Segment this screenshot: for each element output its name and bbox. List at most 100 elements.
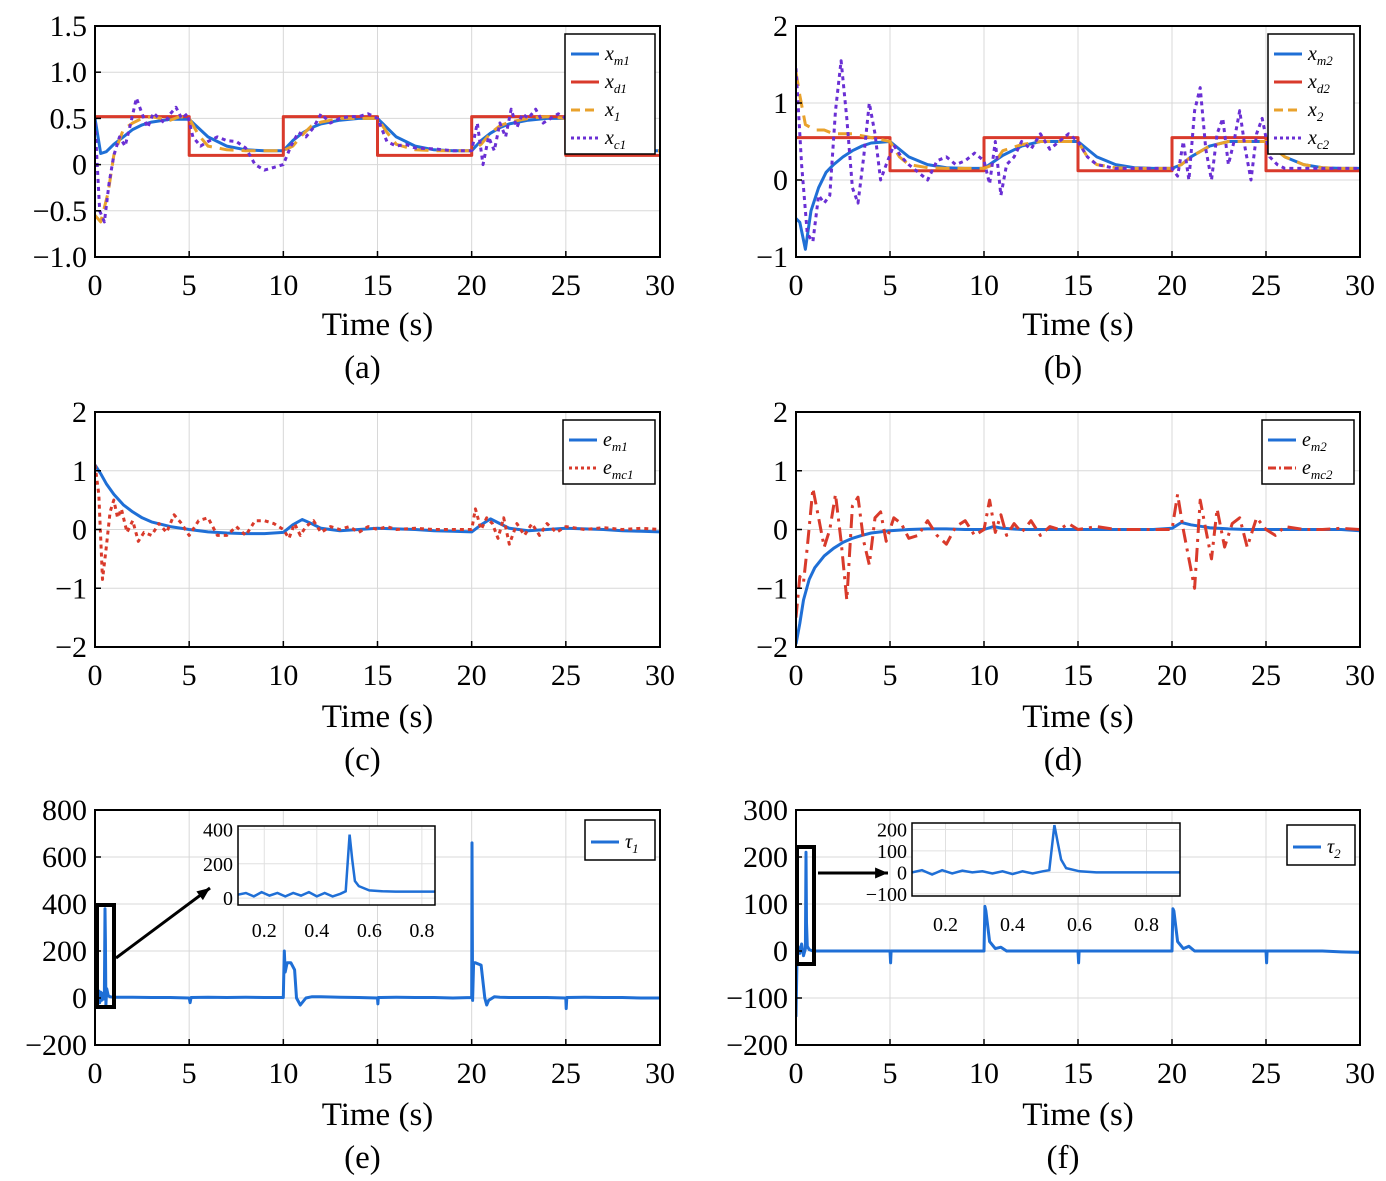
series-line-x_c2 [796, 59, 1360, 244]
x-tick-label: 0 [789, 1057, 804, 1090]
y-tick-label: 0 [773, 514, 788, 547]
y-tick-label: 1 [773, 87, 788, 120]
chart-panel-a: 0 5 10 15 20 25 30 1.5 1.0 0.5 0 −0.5 −1.0 Time (s) (a… [33, 10, 675, 386]
y-tick-label: 300 [743, 794, 788, 827]
inset-y-tick-label: 100 [877, 841, 907, 863]
inset-x-tick-label: 0.4 [1000, 914, 1025, 936]
x-tick-label: 30 [645, 269, 675, 302]
x-tick-label: 20 [457, 1057, 487, 1090]
inset-frame [237, 825, 436, 906]
x-tick-label: 15 [1063, 1057, 1093, 1090]
x-tick-label: 15 [1063, 269, 1093, 302]
legend: xm2 xd2 x2 xc2 [1267, 33, 1355, 155]
x-tick-label: 20 [1157, 659, 1187, 692]
x-tick-label: 5 [883, 1057, 898, 1090]
legend-label: xd2 [1307, 71, 1330, 96]
inset-x-tick-label: 0.8 [1134, 914, 1159, 936]
y-tick-label: −1.0 [33, 241, 87, 274]
x-tick-label: 5 [883, 659, 898, 692]
series-line-x_c1 [95, 96, 660, 224]
x-tick-label: 10 [969, 269, 999, 302]
x-tick-label: 10 [969, 1057, 999, 1090]
x-tick-label: 10 [268, 659, 298, 692]
zoom-region-box [795, 845, 816, 966]
x-tick-label: 30 [1345, 269, 1375, 302]
y-tick-label: 1 [773, 455, 788, 488]
y-tick-label: −1 [756, 572, 788, 605]
x-tick-label: 25 [1251, 269, 1281, 302]
y-tick-label: 1.0 [50, 56, 88, 89]
inset-x-tick-label: 0.6 [1067, 914, 1092, 936]
legend: τ2 [1286, 824, 1356, 866]
y-tick-label: −200 [726, 1029, 788, 1062]
y-tick-label: 2 [773, 10, 788, 43]
inset-y-tick-label: 400 [203, 819, 233, 841]
panel-caption: (d) [1044, 742, 1082, 778]
series-line-tau_2 [796, 850, 1360, 1017]
y-tick-label: 200 [743, 841, 788, 874]
y-tick-label: −1 [756, 241, 788, 274]
inset-x-tick-label: 0.4 [304, 920, 329, 942]
x-tick-label: 25 [1251, 659, 1281, 692]
panel-caption: (e) [344, 1140, 381, 1176]
legend-label: xm1 [604, 43, 630, 68]
series-line-tau_1 [95, 841, 660, 1011]
inset-x-tick-label: 0.2 [252, 920, 277, 942]
x-tick-label: 30 [645, 659, 675, 692]
zoom-region-box [95, 903, 116, 1009]
zoom-arrow-head [196, 888, 210, 901]
legend: em1 emc1 [562, 419, 656, 485]
series-line-e_m2 [796, 521, 1360, 645]
series-group [95, 464, 660, 581]
legend-label: em1 [603, 429, 628, 454]
x-tick-label: 25 [551, 1057, 581, 1090]
x-tick-label: 0 [789, 269, 804, 302]
legend-box [1286, 824, 1356, 866]
y-tick-label: 0.5 [50, 102, 88, 135]
x-tick-label: 25 [551, 659, 581, 692]
zoom-arrow [115, 886, 211, 960]
x-tick-label: 5 [182, 1057, 197, 1090]
x-tick-label: 0 [88, 269, 103, 302]
inset-series-line [238, 834, 435, 898]
x-tick-label: 30 [645, 1057, 675, 1090]
y-tick-label: 400 [42, 888, 87, 921]
x-axis-label: Time (s) [322, 1097, 434, 1133]
x-tick-label: 20 [457, 269, 487, 302]
legend-label: xm2 [1307, 43, 1333, 68]
legend-box [562, 419, 656, 485]
y-tick-label: 2 [72, 396, 87, 429]
y-tick-label: −200 [25, 1029, 87, 1062]
series-group [796, 850, 1360, 1017]
inset-x-tick-label: 0.8 [409, 920, 434, 942]
x-tick-label: 5 [182, 659, 197, 692]
x-tick-label: 15 [363, 1057, 393, 1090]
legend-label: em2 [1302, 429, 1327, 454]
x-tick-label: 5 [883, 269, 898, 302]
series-group [796, 59, 1360, 251]
x-tick-label: 0 [88, 659, 103, 692]
legend-label: emc1 [603, 457, 634, 482]
inset-x-tick-label: 0.2 [933, 914, 958, 936]
x-tick-label: 20 [1157, 1057, 1187, 1090]
x-axis-label: Time (s) [1022, 699, 1134, 735]
panel-caption: (b) [1044, 350, 1082, 386]
y-tick-label: 0 [72, 982, 87, 1015]
inset-series-line [912, 824, 1180, 876]
y-tick-label: 1 [72, 455, 87, 488]
x-tick-label: 15 [363, 659, 393, 692]
legend: τ1 [584, 819, 656, 861]
y-tick-label: −100 [726, 982, 788, 1015]
x-tick-label: 15 [363, 269, 393, 302]
inset-y-tick-label: −100 [866, 884, 907, 906]
legend: em2 emc2 [1261, 419, 1355, 485]
x-tick-label: 25 [1251, 1057, 1281, 1090]
inset-y-tick-label: 200 [203, 854, 233, 876]
x-axis-label: Time (s) [1022, 307, 1134, 343]
